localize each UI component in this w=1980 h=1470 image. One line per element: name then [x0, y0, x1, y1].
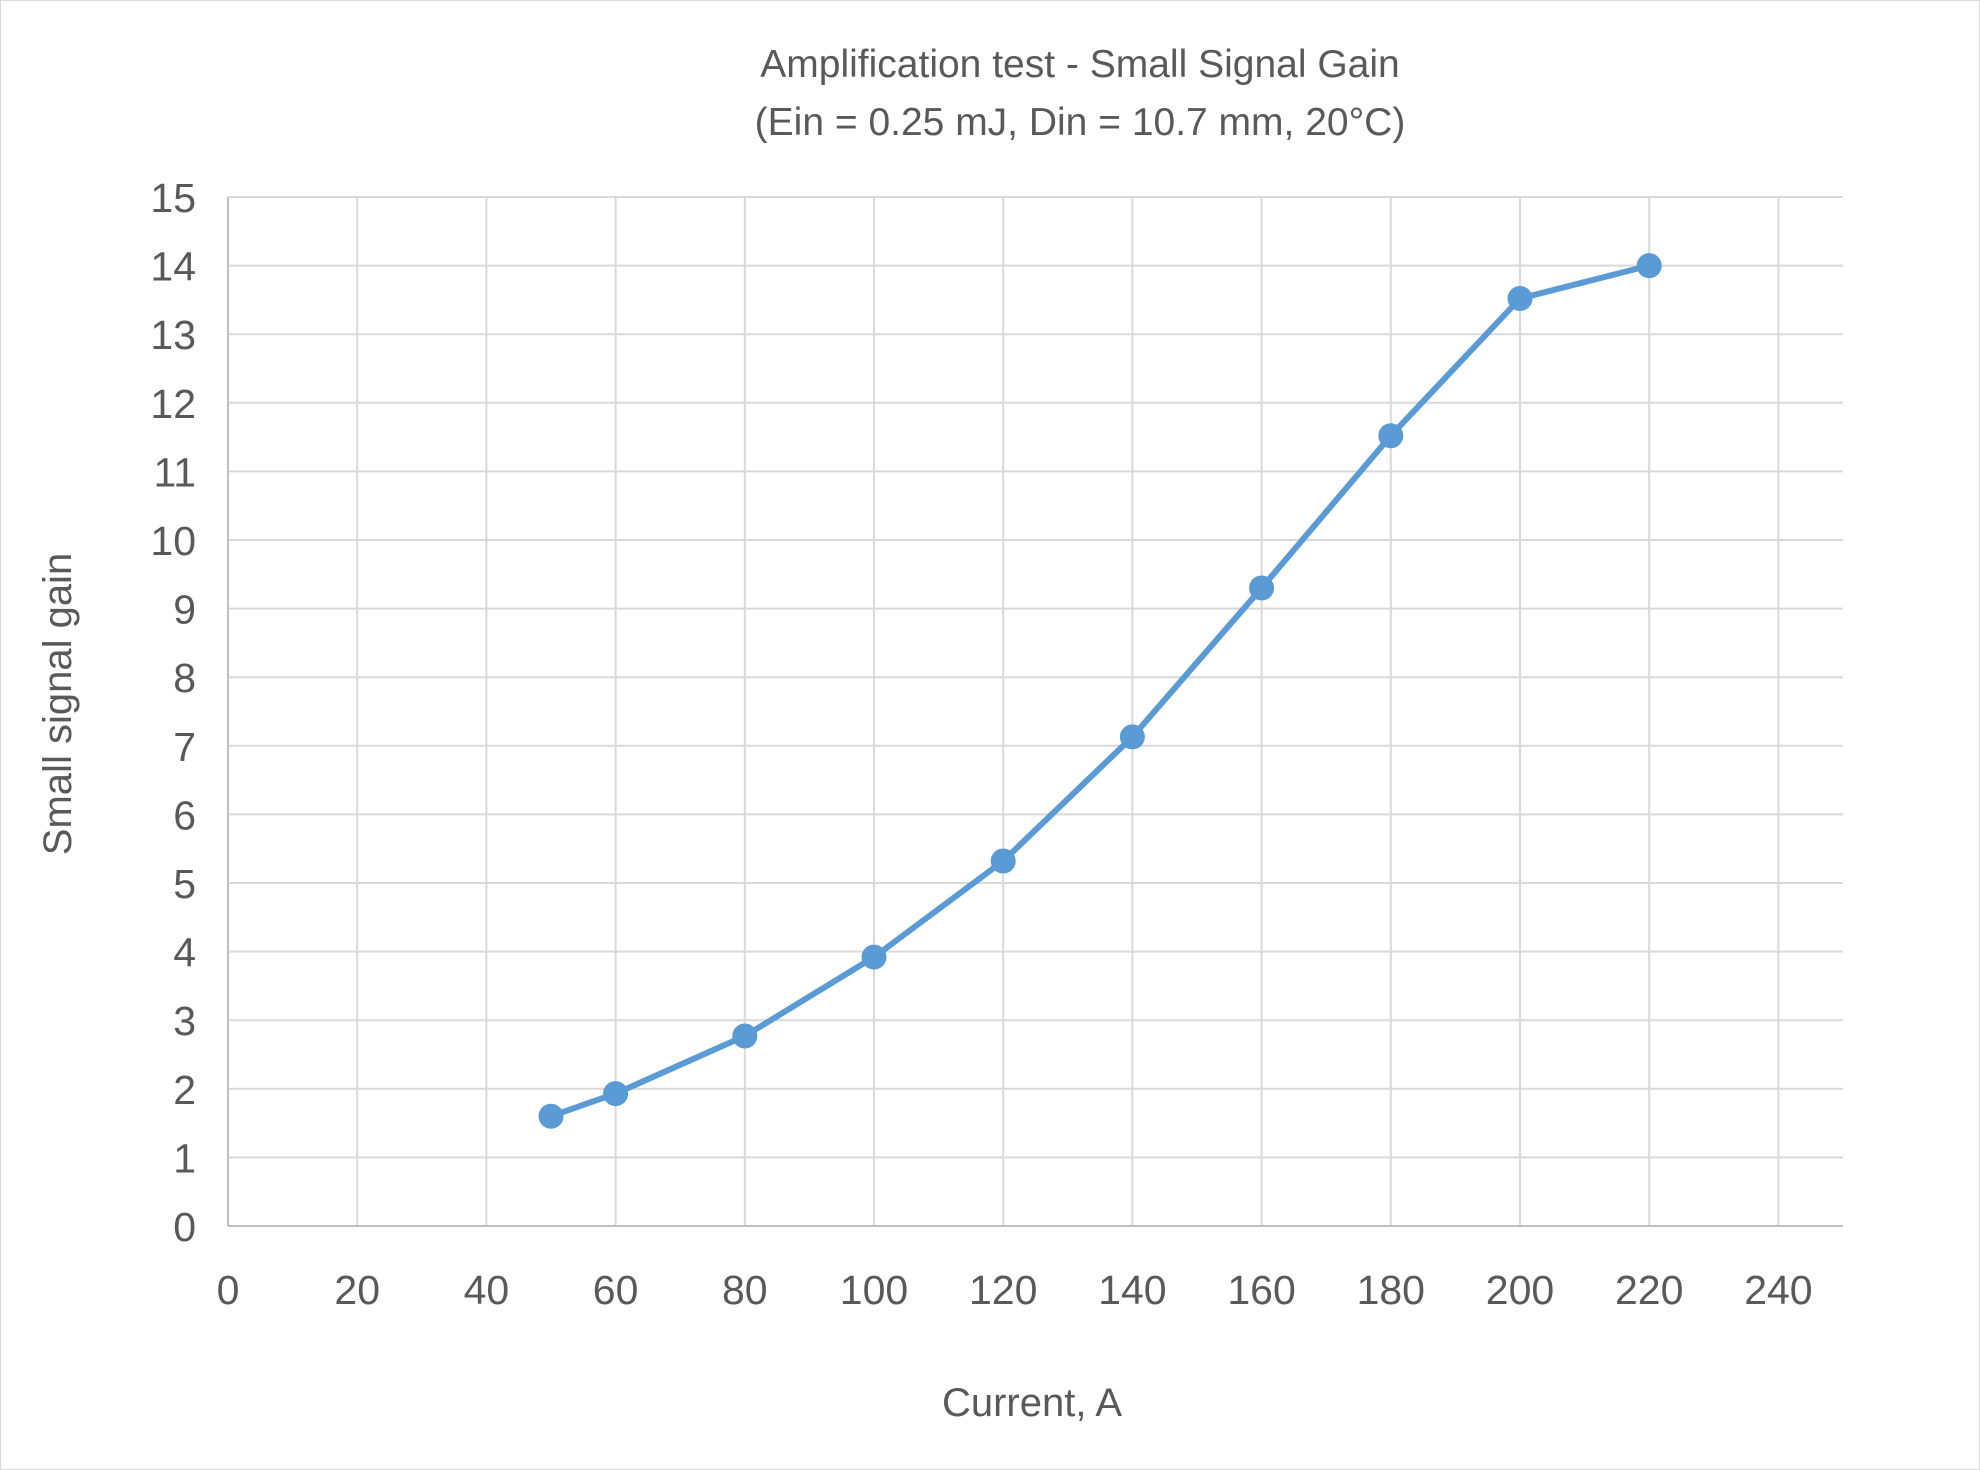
x-tick-label: 160 [1227, 1267, 1295, 1313]
x-tick-label: 220 [1615, 1267, 1683, 1313]
y-tick-label: 2 [173, 1067, 196, 1113]
x-axis-title: Current, A [942, 1381, 1122, 1425]
y-tick-label: 3 [173, 998, 196, 1044]
data-point [538, 1103, 564, 1129]
x-tick-label: 20 [334, 1267, 380, 1313]
data-point [1636, 253, 1662, 279]
x-tick-label: 0 [217, 1267, 240, 1313]
y-axis-title: Small signal gain [36, 553, 80, 855]
y-tick-label: 4 [173, 930, 196, 976]
data-point [1119, 724, 1145, 750]
x-tick-label: 100 [840, 1267, 908, 1313]
x-tick-label: 240 [1744, 1267, 1812, 1313]
x-tick-label: 140 [1098, 1267, 1166, 1313]
data-point [861, 944, 887, 970]
series-line [548, 262, 1653, 1120]
y-tick-label: 15 [150, 175, 196, 221]
x-tick-label: 200 [1486, 1267, 1554, 1313]
series-layer [538, 253, 1662, 1129]
y-tick-label: 11 [153, 449, 196, 495]
y-tick-label: 10 [150, 518, 196, 564]
x-tick-label: 40 [464, 1267, 510, 1313]
data-point [990, 848, 1016, 874]
gridlines [228, 196, 1843, 1226]
data-point [732, 1023, 758, 1049]
chart-title: Amplification test - Small Signal Gain [760, 43, 1399, 86]
chart-subtitle: (Ein = 0.25 mJ, Din = 10.7 mm, 20°C) [755, 101, 1406, 144]
y-tick-label: 7 [173, 724, 196, 770]
y-tick-label: 13 [150, 312, 196, 358]
x-tick-label: 120 [969, 1267, 1037, 1313]
data-point [1249, 575, 1275, 601]
y-tick-label: 6 [173, 792, 196, 838]
y-tick-label: 14 [150, 244, 196, 290]
x-tick-label: 80 [722, 1267, 768, 1313]
y-tick-label: 0 [173, 1204, 196, 1250]
y-tick-label: 12 [150, 381, 196, 427]
axes [227, 197, 1843, 1227]
y-tick-label: 5 [173, 861, 196, 907]
x-tick-label: 60 [593, 1267, 639, 1313]
data-point [1378, 423, 1404, 449]
y-tick-label: 1 [173, 1135, 196, 1181]
y-tick-label: 8 [173, 655, 196, 701]
data-point [1507, 286, 1533, 312]
x-tick-label: 180 [1357, 1267, 1425, 1313]
y-tick-label: 9 [173, 587, 196, 633]
data-point [603, 1081, 629, 1107]
